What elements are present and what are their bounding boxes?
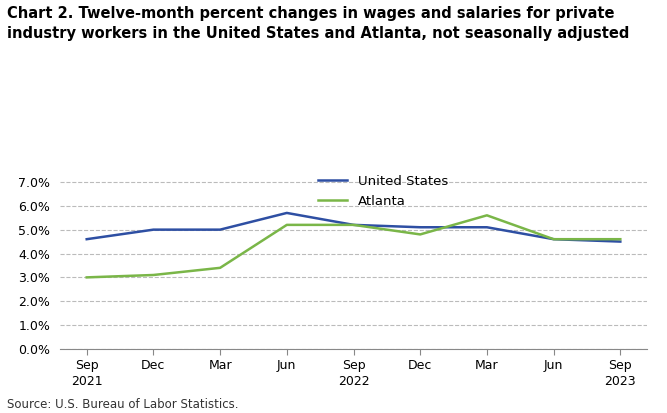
United States [149,227,157,232]
Atlanta [350,222,358,227]
United States [283,211,291,216]
Atlanta [616,237,624,242]
Atlanta [483,213,491,218]
Line: United States: United States [87,213,620,242]
United States [350,222,358,227]
Text: Chart 2. Twelve-month percent changes in wages and salaries for private
industry: Chart 2. Twelve-month percent changes in… [7,6,629,41]
United States [483,225,491,230]
Atlanta [216,266,224,271]
United States [216,227,224,232]
Atlanta [550,237,558,242]
Legend: United States, Atlanta: United States, Atlanta [313,170,453,213]
United States [83,237,91,242]
Line: Atlanta: Atlanta [87,215,620,278]
Atlanta [83,275,91,280]
Text: Source: U.S. Bureau of Labor Statistics.: Source: U.S. Bureau of Labor Statistics. [7,398,238,411]
United States [550,237,558,242]
Atlanta [149,273,157,278]
United States [616,239,624,244]
Atlanta [416,232,424,237]
Atlanta [283,222,291,227]
United States [416,225,424,230]
